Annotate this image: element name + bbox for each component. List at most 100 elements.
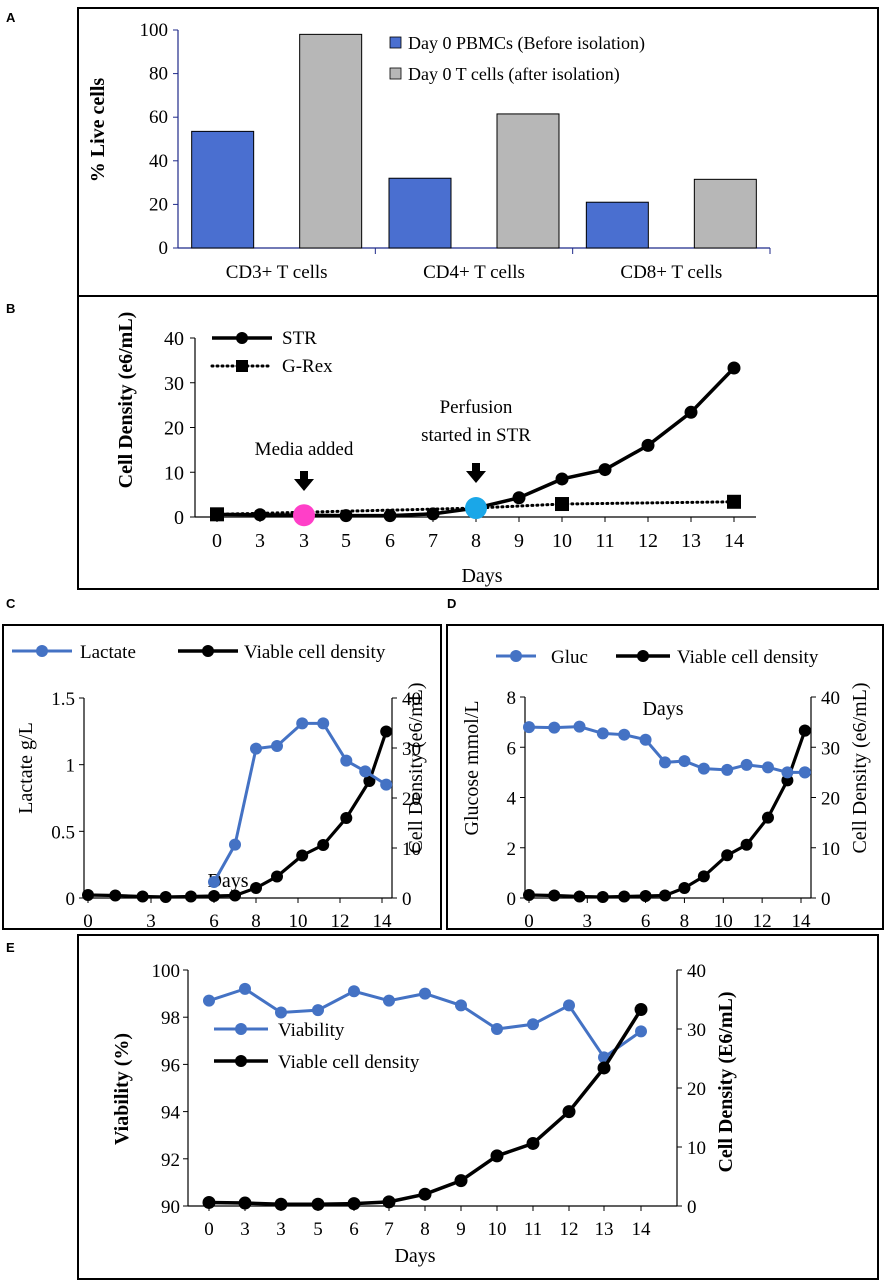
panel-c-vcd-point [208,890,220,902]
legend-label-str: STR [282,328,317,349]
str-point [598,463,612,477]
panel-b-ytick-label: 0 [174,507,184,529]
str-point [339,509,353,523]
legend-swatch-pbmc [389,36,402,49]
legend-swatch-tcells [389,67,402,80]
viability-point [491,1023,503,1035]
str-point [253,508,267,522]
panel-b-xtick-label: 0 [212,530,222,552]
panel-e-ylabel-right: Cell Density (E6/mL) [715,991,737,1172]
panel-c-vcd-point [363,775,376,787]
bar-tcells [496,113,560,249]
panel-c-ylabel-left: Lactate g/L [15,722,37,814]
viability-point [275,1006,287,1019]
panel-e-xtick-label: 3 [276,1219,286,1240]
panel-d-left-point [798,766,811,779]
arrow-media-added [294,471,314,491]
legend-marker-grex [236,360,248,372]
annotation-perfusion-2: started in STR [421,425,531,446]
panel-a-category-label: CD3+ T cells [226,262,328,283]
legend-marker-vcd-d [637,650,649,662]
panel-d-ytick-left-label: 2 [507,839,517,860]
panel-e-ytick-left-label: 92 [161,1150,180,1171]
viability-point [527,1018,539,1031]
panel-d-vcd-point [639,889,652,902]
legend-marker-lactate [36,645,48,657]
panel-d-ytick-right-label: 20 [821,789,840,810]
panel-c-ytick-right-label: 30 [402,739,421,760]
legend-marker-gluc [510,650,522,662]
panel-c-ytick-right-label: 10 [402,839,421,860]
panel-d-left-point [639,733,652,746]
panel-b-xtick-label: 11 [595,530,614,552]
panel-e-ytick-left-label: 98 [161,1008,180,1029]
panel-c-xtick-label: 3 [146,911,156,932]
panel-d-left-point [678,755,691,768]
panel-d-left-point [573,720,586,733]
vcd-e-point [562,1105,576,1119]
vcd-e-point [202,1195,216,1209]
panel-d-ytick-right-label: 10 [821,839,840,860]
panel-b-xtick-label: 3 [299,530,309,552]
panel-e-chart: Viability (%) Cell Density (E6/mL) Days … [111,961,737,1267]
panel-e-ytick-left-label: 100 [152,961,181,982]
panel-d-vcd-point [798,724,811,737]
panel-a-ytick-label: 20 [149,194,168,215]
panel-c-frame [2,624,442,930]
legend-label-lactate: Lactate [80,642,136,663]
panel-b-xtick-label: 14 [724,530,744,552]
panel-c-left-point [208,876,220,888]
panel-a-ytick-label: 80 [149,64,168,85]
panel-e-ytick-right-label: 10 [687,1138,706,1159]
panel-c-vcd-point [340,812,353,824]
vcd-e-point [490,1149,504,1163]
viability-point [635,1025,647,1038]
vcd-e-point [634,1003,648,1017]
panel-e-ytick-left-label: 90 [161,1197,180,1218]
panel-e-ytick-right-label: 20 [687,1079,706,1100]
panel-c-ytick-left-label: 0.5 [51,822,75,843]
panel-c-xtick-label: 14 [373,911,393,932]
panel-e-xtick-label: 7 [384,1219,394,1240]
legend-label-pbmc: Day 0 PBMCs (Before isolation) [408,33,645,54]
panel-d-ytick-left-label: 6 [507,738,517,759]
panel-b-xtick-label: 8 [471,530,481,552]
legend-marker-viability [235,1023,247,1035]
panel-b-ytick-label: 20 [164,418,184,440]
panel-e-ytick-left-label: 94 [161,1103,181,1124]
bar-pbmc [585,201,649,249]
grex-point [555,497,569,512]
panel-a-category-label: CD4+ T cells [423,262,525,283]
panel-e-ytick-right-label: 40 [687,961,706,982]
vcd-e-point [454,1174,468,1188]
panel-c-vcd-point [317,839,330,851]
bar-tcells [299,33,363,249]
str-point [512,491,526,505]
legend-marker-str [236,332,248,344]
str-point [555,472,569,486]
panel-c-left-point [250,742,262,755]
vcd-e-point [418,1187,432,1201]
panel-d-vcd-point [573,890,586,903]
perfusion-point [465,497,487,520]
panel-b-frame [77,295,879,590]
panel-d-left-point [659,756,671,769]
panel-d-xtick-label: 8 [680,911,690,932]
panel-e-ylabel-left: Viability (%) [111,1033,133,1145]
vcd-e-point [347,1197,361,1211]
legend-label-gluc: Gluc [551,647,588,668]
panel-d-left-point [781,766,794,779]
panel-c-chart: Lactate g/L Cell Density (e6/mL) Days La… [12,642,427,932]
panel-d-ytick-right-label: 0 [821,889,831,910]
panel-e-xtick-label: 12 [560,1219,579,1240]
panel-b-ylabel: Cell Density (e6/mL) [115,312,137,489]
panel-c-ytick-right-label: 20 [402,789,421,810]
panel-c-left-point [359,765,372,778]
legend-label-vcd-e: Viable cell density [278,1052,420,1073]
panel-e-xtick-label: 10 [488,1219,507,1240]
legend-label-tcells: Day 0 T cells (after isolation) [408,64,620,85]
panel-e-ytick-left-label: 96 [161,1055,180,1076]
panel-label-b: B [6,301,15,316]
panel-a-ylabel: % Live cells [87,78,109,183]
panel-c-vcd-point [136,890,149,903]
